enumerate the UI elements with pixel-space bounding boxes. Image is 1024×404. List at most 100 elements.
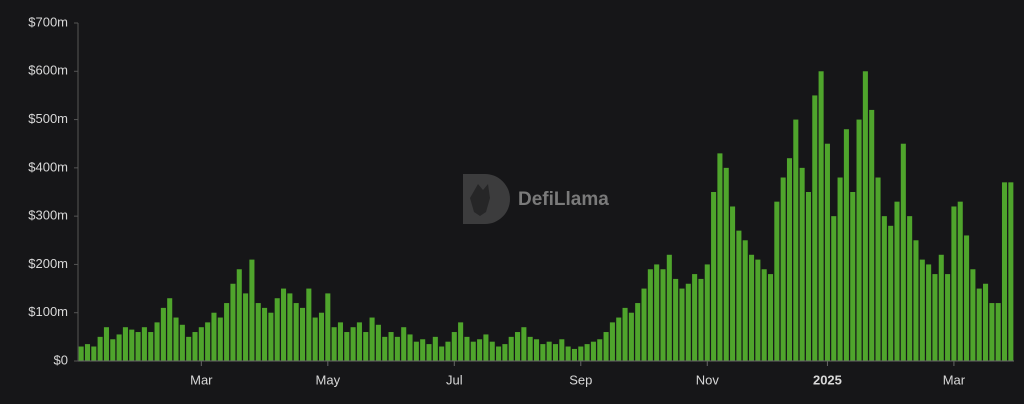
- bar: [590, 341, 596, 361]
- bar: [559, 339, 565, 361]
- bar: [603, 332, 609, 361]
- bar: [831, 216, 837, 361]
- bar: [521, 327, 527, 361]
- x-tick-label: Nov: [696, 372, 720, 387]
- bar: [350, 327, 356, 361]
- bar: [983, 283, 989, 361]
- bar: [995, 303, 1001, 361]
- bar: [799, 167, 805, 361]
- y-tick-label: $700m: [28, 14, 68, 29]
- bar: [363, 332, 369, 361]
- y-tick-label: $0: [54, 352, 68, 367]
- bar: [78, 346, 84, 361]
- bar: [919, 259, 925, 361]
- bar: [685, 283, 691, 361]
- bar: [957, 201, 963, 361]
- bar: [761, 269, 767, 361]
- bar: [932, 274, 938, 361]
- bar: [224, 303, 230, 361]
- bar: [571, 348, 577, 361]
- bar: [344, 332, 350, 361]
- bar: [881, 216, 887, 361]
- y-tick-label: $300m: [28, 208, 68, 223]
- bar: [154, 322, 160, 361]
- bar: [508, 336, 514, 361]
- bar: [938, 254, 944, 361]
- bar: [148, 332, 154, 361]
- bar: [767, 274, 774, 361]
- bar: [394, 336, 400, 361]
- bar: [533, 339, 540, 361]
- bar: [913, 240, 919, 361]
- x-tick-label: May: [316, 372, 341, 387]
- bar: [749, 254, 755, 361]
- bar: [331, 327, 337, 361]
- bar: [205, 322, 211, 361]
- bar: [489, 341, 495, 361]
- bar: [976, 288, 982, 361]
- bar: [622, 307, 628, 361]
- bar: [616, 317, 622, 361]
- bar: [439, 346, 445, 361]
- bar: [464, 336, 470, 361]
- x-tick-label: 2025: [813, 372, 842, 387]
- bar: [951, 206, 957, 361]
- bar: [217, 317, 223, 361]
- bar: [711, 192, 717, 361]
- bar: [388, 332, 394, 361]
- bar: [116, 334, 122, 361]
- bar: [540, 344, 546, 361]
- bar: [843, 129, 849, 361]
- bar: [318, 312, 325, 361]
- bar: [609, 322, 615, 361]
- bar: [255, 303, 261, 361]
- bar: [293, 303, 299, 361]
- bar: [325, 293, 331, 361]
- bar: [774, 201, 780, 361]
- bar: [91, 346, 97, 361]
- bar: [141, 327, 147, 361]
- bar: [647, 269, 653, 361]
- bar: [900, 143, 906, 361]
- bar: [103, 327, 109, 361]
- bar: [704, 264, 710, 361]
- bar: [287, 293, 293, 361]
- bar: [382, 336, 388, 361]
- bar: [413, 341, 419, 361]
- bar: [888, 225, 894, 361]
- bar: [597, 339, 603, 361]
- bar: [660, 269, 666, 361]
- bar: [249, 259, 255, 361]
- bar: [692, 274, 698, 361]
- x-tick-label: Mar: [943, 372, 966, 387]
- bar: [306, 288, 312, 361]
- bar: [679, 288, 685, 361]
- bar: [274, 298, 280, 361]
- bar: [755, 259, 761, 361]
- bar: [1008, 182, 1014, 361]
- bar: [628, 312, 634, 361]
- bar: [654, 264, 660, 361]
- bar: [1001, 182, 1008, 361]
- bar: [236, 269, 242, 361]
- bar: [84, 344, 91, 361]
- bar: [369, 317, 375, 361]
- bar: [160, 307, 166, 361]
- x-tick-label: Sep: [569, 372, 592, 387]
- bar: [122, 327, 128, 361]
- bar: [812, 95, 818, 361]
- bar: [635, 303, 641, 361]
- bar: [989, 303, 995, 361]
- y-tick-label: $600m: [28, 63, 68, 78]
- bar: [356, 322, 362, 361]
- x-tick-label: Mar: [190, 372, 213, 387]
- bar: [824, 143, 830, 361]
- bar: [945, 274, 951, 361]
- y-tick-label: $500m: [28, 111, 68, 126]
- bar: [281, 288, 287, 361]
- bar: [907, 216, 913, 361]
- bar: [786, 158, 793, 361]
- bar: [552, 344, 559, 361]
- bar: [420, 339, 426, 361]
